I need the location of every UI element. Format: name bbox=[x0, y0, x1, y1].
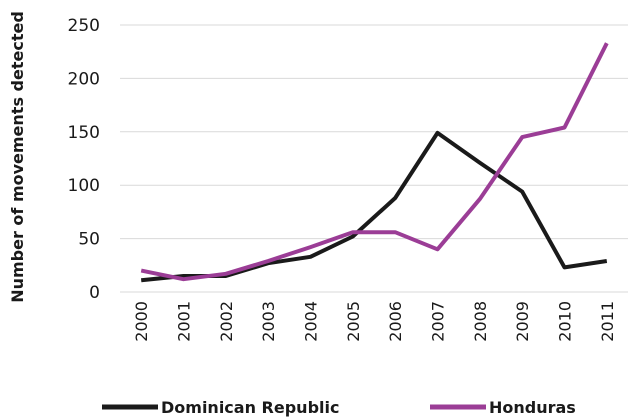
y-tick-label: 200 bbox=[68, 69, 100, 89]
y-tick-label: 100 bbox=[68, 176, 100, 196]
x-tick-labels: 2000 2001 2002 2003 2004 2005 2006 2007 2008 2009… bbox=[132, 301, 617, 342]
legend-label-1: Honduras bbox=[489, 398, 576, 417]
x-tick-label: 2011 bbox=[598, 301, 617, 342]
y-tick-label: 250 bbox=[68, 16, 100, 36]
x-tick-label: 2006 bbox=[386, 301, 405, 342]
x-tick-label: 2004 bbox=[302, 301, 321, 342]
legend-label-0: Dominican Republic bbox=[161, 398, 339, 417]
y-tick-label: 150 bbox=[68, 123, 100, 143]
series-line-0 bbox=[140, 130, 608, 283]
x-tick-label: 2007 bbox=[429, 301, 448, 342]
x-tick-label: 2008 bbox=[471, 301, 490, 342]
x-tick-label: 2009 bbox=[513, 301, 532, 342]
y-tick-labels: 0 50 100 150 200 250 bbox=[68, 16, 100, 303]
x-tick-label: 2000 bbox=[132, 301, 151, 342]
y-tick-label: 0 bbox=[89, 283, 100, 303]
legend: Dominican Republic Honduras bbox=[102, 398, 576, 417]
x-tick-label: 2005 bbox=[344, 301, 363, 342]
series-lines bbox=[140, 42, 609, 283]
x-tick-label: 2002 bbox=[217, 301, 236, 342]
x-tick-label: 2010 bbox=[556, 301, 575, 342]
x-tick-label: 2003 bbox=[259, 301, 278, 342]
y-axis-label: Number of movements detected bbox=[8, 11, 27, 303]
y-tick-label: 50 bbox=[78, 230, 100, 250]
gridlines bbox=[120, 24, 628, 293]
series-line-1 bbox=[140, 42, 609, 282]
x-tick-label: 2001 bbox=[175, 301, 194, 342]
